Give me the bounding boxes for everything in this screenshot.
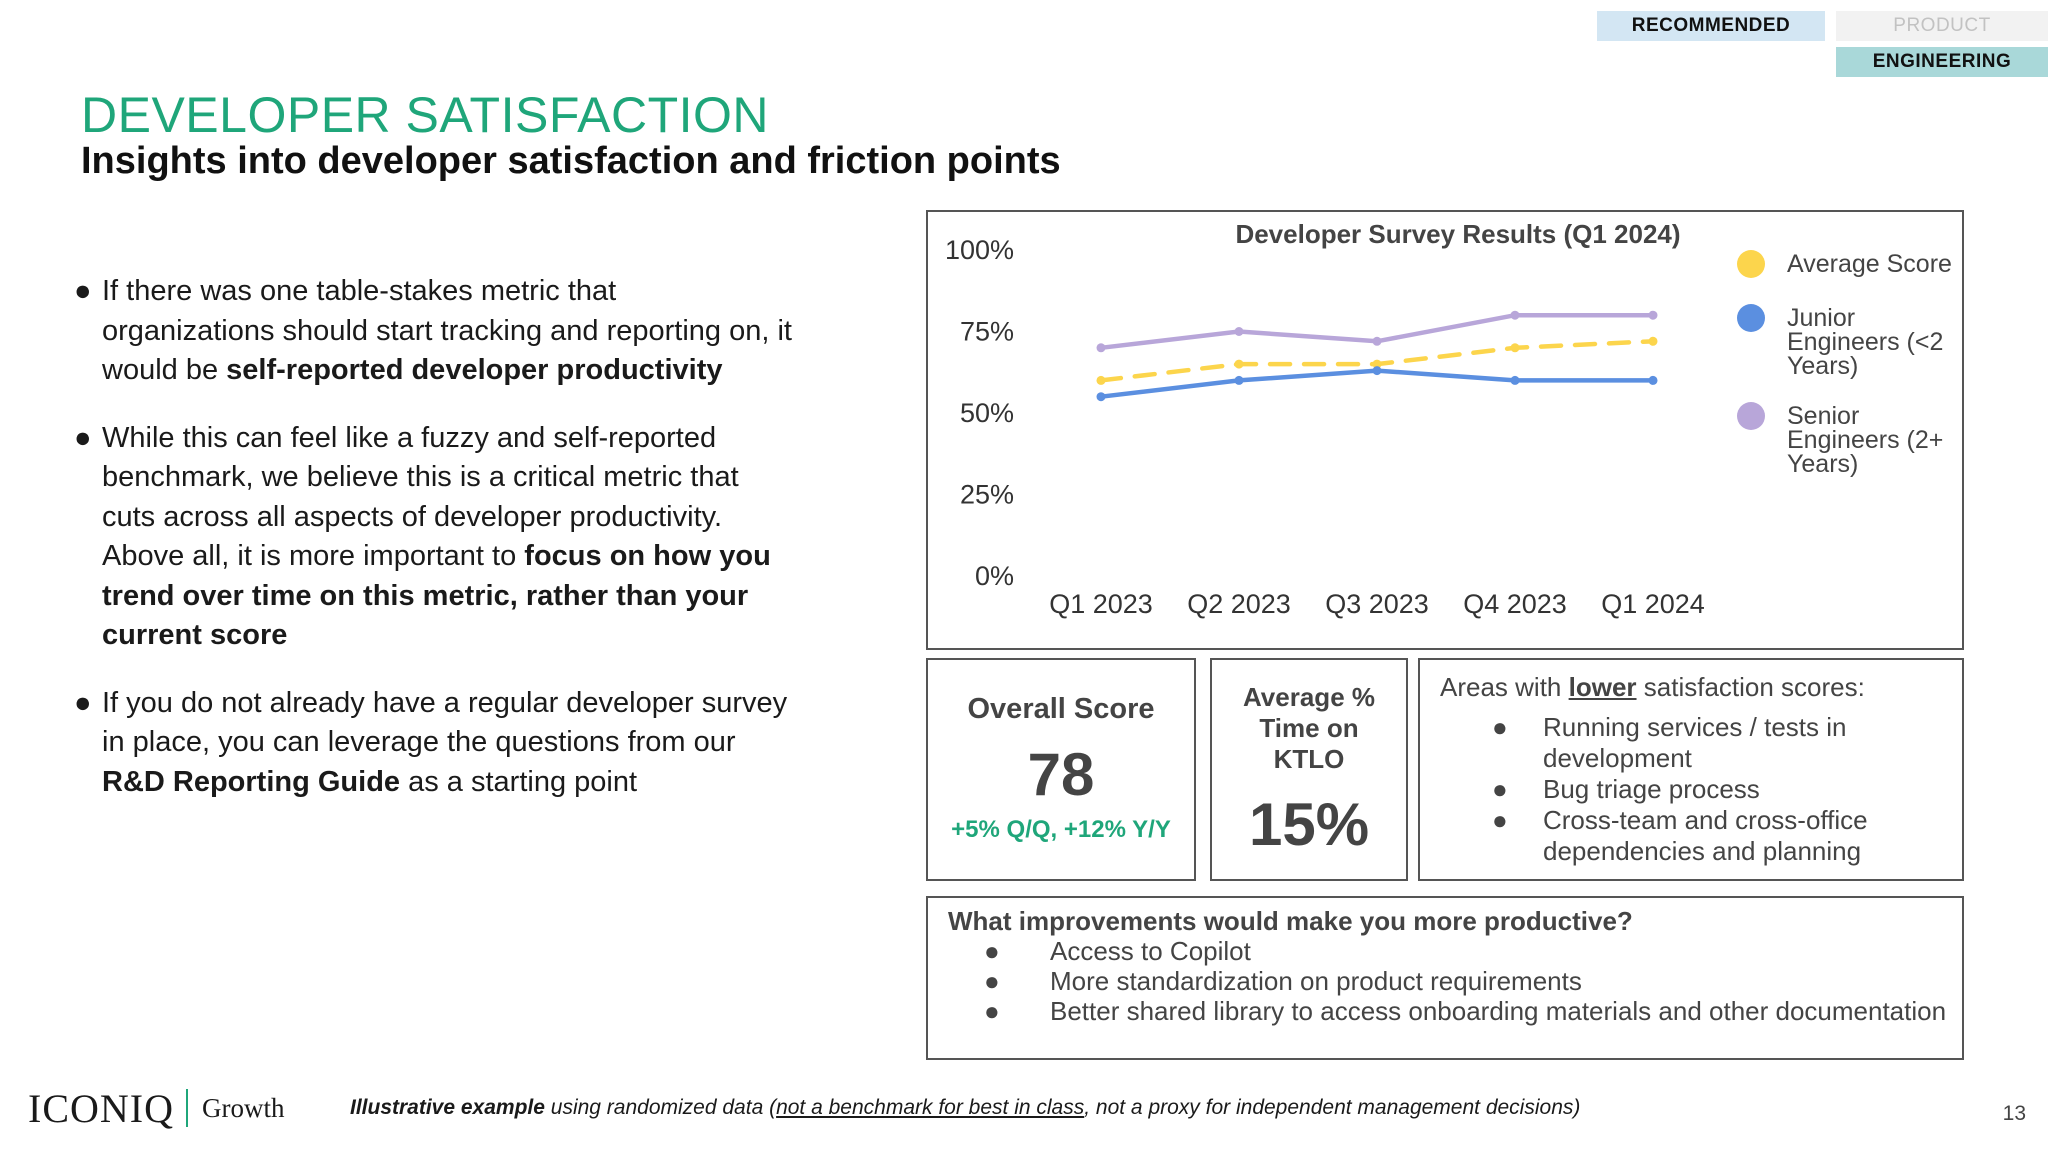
y-tick-label: 0% — [975, 561, 1014, 591]
footnote: Illustrative example using randomized da… — [350, 1096, 1580, 1120]
bullet-text: While this can feel like a fuzzy and sel… — [102, 421, 739, 573]
bullet-dot: ● — [1492, 712, 1508, 742]
bullet-dot: ● — [74, 686, 92, 719]
list-item: ● More standardization on product require… — [948, 966, 1952, 996]
data-point-2-1 — [1234, 327, 1244, 336]
data-point-1-1 — [1234, 375, 1244, 385]
data-point-1-2 — [1372, 366, 1382, 376]
y-tick-label: 25% — [960, 480, 1014, 510]
y-tick-label: 100% — [945, 235, 1014, 265]
heading-text: Areas with — [1440, 672, 1569, 702]
list-item-text: Cross-team and cross-office dependencies… — [1543, 805, 1868, 866]
x-tick-label: Q4 2023 — [1463, 589, 1567, 619]
bullet-dot: ● — [984, 996, 1000, 1026]
overall-score-change: +5% Q/Q, +12% Y/Y — [951, 816, 1171, 843]
list-item: ● Better shared library to access onboard… — [948, 996, 1952, 1026]
tag-product: PRODUCT — [1836, 11, 2048, 41]
bullet-dot: ● — [1492, 805, 1508, 835]
x-tick-label: Q3 2023 — [1325, 589, 1429, 619]
page-title: DEVELOPER SATISFACTION — [81, 87, 770, 143]
list-item-text: More standardization on product requirem… — [1050, 966, 1582, 996]
list-item: ● Cross-team and cross-office dependencie… — [1440, 805, 1952, 867]
data-point-0-4 — [1648, 336, 1658, 346]
x-tick-label: Q1 2024 — [1601, 589, 1705, 619]
lower-satisfaction-list: ● Running services / tests in development… — [1440, 712, 1952, 867]
x-tick-label: Q1 2023 — [1049, 589, 1153, 619]
survey-line-chart: Developer Survey Results (Q1 2024) 0% 25% 5… — [945, 219, 1952, 619]
list-item: ● Access to Copilot — [948, 936, 1952, 966]
y-tick-label: 75% — [960, 317, 1014, 347]
data-point-1-3 — [1510, 375, 1520, 385]
data-point-0-2 — [1372, 359, 1382, 369]
bullet-emphasis: R&D Reporting Guide — [102, 765, 401, 798]
insight-bullet-1: ● If there was one table-stakes metric t… — [72, 272, 792, 391]
bullet-dot: ● — [1492, 774, 1508, 804]
page-subtitle: Insights into developer satisfaction and… — [81, 140, 1061, 182]
list-item: ● Bug triage process — [1440, 774, 1952, 805]
legend-swatch-1 — [1737, 304, 1765, 332]
y-tick-label: 50% — [960, 398, 1014, 428]
data-point-2-4 — [1648, 310, 1658, 320]
legend-label-2: Senior Engineers (2+ Years) — [1787, 402, 1943, 478]
overall-score-card: Overall Score 78 +5% Q/Q, +12% Y/Y — [926, 658, 1196, 881]
data-point-2-0 — [1096, 343, 1106, 353]
list-item-text: Running services / tests in development — [1543, 712, 1847, 773]
survey-chart-panel: Developer Survey Results (Q1 2024) 0% 25% 5… — [926, 210, 1964, 650]
footnote-emphasis: Illustrative example — [350, 1096, 545, 1119]
bullet-text-end: as a starting point — [400, 765, 638, 798]
footnote-underlined: not a benchmark for best in class — [776, 1096, 1085, 1119]
data-point-1-4 — [1648, 375, 1658, 385]
overall-score-label: Overall Score — [967, 693, 1155, 725]
list-item: ● Running services / tests in development — [1440, 712, 1952, 774]
page-number: 13 — [2002, 1102, 2026, 1125]
logo-divider — [185, 1089, 188, 1127]
heading-text-end: satisfaction scores: — [1636, 672, 1865, 702]
legend-swatch-0 — [1737, 250, 1765, 278]
bullet-emphasis: focus on how you trend over time on this… — [102, 540, 771, 651]
footnote-text-end: , not a proxy for independent management… — [1084, 1096, 1581, 1119]
legend-swatch-2 — [1737, 402, 1765, 430]
ktlo-card: Average % Time on KTLO 15% — [1210, 658, 1408, 881]
list-item-text: Access to Copilot — [1050, 936, 1251, 966]
data-point-0-0 — [1096, 375, 1106, 385]
bullet-dot: ● — [984, 966, 1000, 996]
bullet-emphasis: self-reported developer productivity — [226, 354, 723, 386]
data-point-1-0 — [1096, 392, 1106, 402]
heading-emphasis: lower — [1568, 672, 1637, 702]
list-item-text: Better shared library to access onboardi… — [1050, 996, 1947, 1026]
tag-engineering: ENGINEERING — [1836, 47, 2048, 77]
logo-wordmark: ICONIQ — [28, 1085, 174, 1131]
data-point-0-3 — [1510, 343, 1520, 353]
ktlo-label: Average % Time on KTLO — [1243, 682, 1375, 774]
x-tick-label: Q2 2023 — [1187, 589, 1291, 619]
overall-score-value: 78 — [1027, 741, 1095, 808]
bullet-dot: ● — [74, 275, 92, 307]
lower-satisfaction-heading: Areas with lower satisfaction scores: — [1440, 672, 1865, 703]
iconiq-growth-logo: ICONIQ Growth — [28, 1085, 285, 1131]
insight-bullet-2: ● While this can feel like a fuzzy and s… — [72, 419, 792, 656]
chart-title: Developer Survey Results (Q1 2024) — [1235, 219, 1680, 249]
tag-recommended: RECOMMENDED — [1597, 11, 1825, 41]
improvements-card: What improvements would make you more pr… — [926, 896, 1964, 1060]
data-point-2-3 — [1510, 310, 1520, 320]
improvements-list: ● Access to Copilot ● More standardization… — [948, 936, 1952, 1026]
bullet-dot: ● — [74, 421, 92, 454]
footnote-text: using randomized data ( — [544, 1096, 777, 1119]
improvements-heading: What improvements would make you more pr… — [948, 906, 1633, 936]
bullet-text: If you do not already have a regular dev… — [102, 686, 788, 759]
data-point-2-2 — [1372, 336, 1382, 346]
insight-bullet-3: ● If you do not already have a regular d… — [72, 684, 792, 803]
insight-bullet-list: ● If there was one table-stakes metric t… — [72, 272, 792, 830]
legend-label-1: Junior Engineers (<2 Years) — [1787, 304, 1943, 380]
list-item-text: Bug triage process — [1543, 774, 1760, 804]
bullet-dot: ● — [984, 936, 1000, 966]
logo-subtext: Growth — [201, 1092, 285, 1123]
lower-satisfaction-card: Areas with lower satisfaction scores: ● R… — [1418, 658, 1964, 881]
legend-label-0: Average Score — [1787, 250, 1952, 278]
ktlo-value: 15% — [1248, 791, 1370, 858]
bullet-text: If there was one table-stakes metric tha… — [102, 275, 792, 386]
data-point-0-1 — [1234, 359, 1244, 369]
